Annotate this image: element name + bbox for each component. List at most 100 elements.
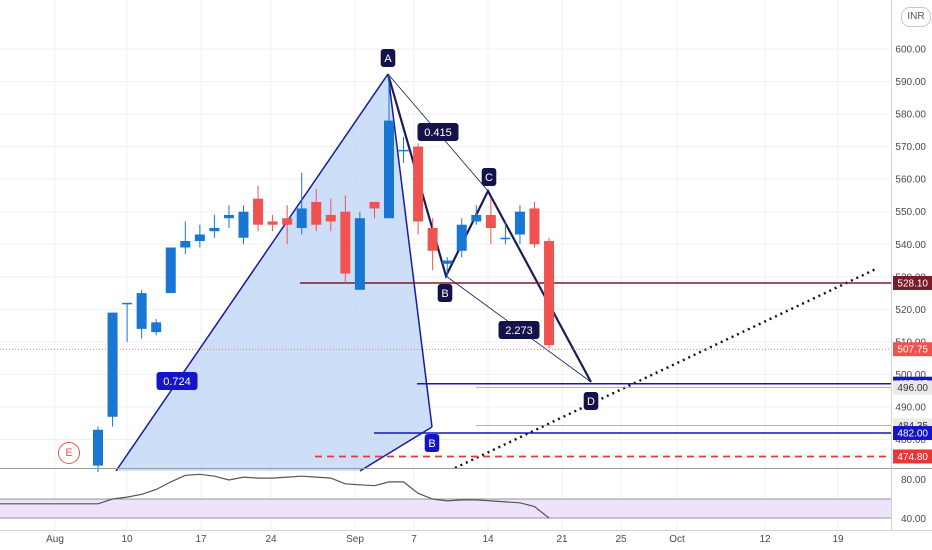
candle-body[interactable]: [267, 221, 278, 225]
point-label-d-bg[interactable]: [583, 392, 599, 410]
ratio-label-bcd: 2.273: [505, 325, 533, 337]
event-marker-label: E: [65, 447, 73, 459]
candle-body[interactable]: [223, 214, 234, 219]
pattern-leg-bx[interactable]: [359, 426, 433, 472]
candle-body[interactable]: [238, 211, 249, 238]
point-label-b-bg[interactable]: [437, 284, 453, 302]
candle-body[interactable]: [107, 312, 118, 417]
y-tick-label: 490.00: [895, 403, 926, 414]
candle-body[interactable]: [529, 208, 540, 245]
point-label-b-left-bg[interactable]: [424, 434, 440, 452]
price-tag-label: 482.00: [897, 429, 928, 440]
candles[interactable]: [93, 74, 555, 473]
currency-badge-label: INR: [907, 11, 925, 22]
x-tick-label: Oct: [669, 534, 685, 545]
point-label-a-bg[interactable]: [380, 49, 396, 67]
candle-body[interactable]: [514, 211, 525, 235]
y-tick-label: 540.00: [895, 240, 926, 251]
harmonic-pattern[interactable]: [115, 73, 879, 472]
dotted-trendline[interactable]: [454, 266, 879, 470]
candle-body[interactable]: [209, 227, 220, 232]
x-tick-label: 12: [759, 534, 771, 545]
x-tick-label: 10: [121, 534, 133, 545]
candle-body[interactable]: [165, 247, 176, 294]
x-tick-label: 17: [195, 534, 207, 545]
price-tag-label: 507.75: [897, 345, 928, 356]
price-tag-label: 474.80: [897, 452, 928, 463]
candle-body[interactable]: [369, 201, 380, 209]
y-tick-label: 550.00: [895, 207, 926, 218]
indicator-tick-40: 40.00: [901, 514, 926, 525]
x-tick-label: Aug: [46, 534, 64, 545]
price-tag-bg[interactable]: [893, 275, 932, 290]
price-tag-label: 528.10: [897, 278, 928, 289]
price-tag-bg[interactable]: [893, 342, 932, 357]
candle-body[interactable]: [354, 218, 365, 290]
ratio-label-xab-bg[interactable]: [156, 372, 198, 390]
pattern-labels[interactable]: A B C D B 0.724 0.415 2.273: [156, 49, 599, 452]
event-marker[interactable]: E: [58, 442, 80, 464]
indicator-line: [0, 473, 550, 519]
ratio-label-xab: 0.724: [163, 376, 191, 388]
candle-body[interactable]: [500, 237, 511, 240]
candle-body[interactable]: [122, 302, 133, 305]
pattern-triangle-base[interactable]: [116, 427, 432, 471]
y-tick-label: 600.00: [895, 44, 926, 55]
candle-body[interactable]: [296, 208, 307, 228]
point-label-b-left: B: [428, 438, 435, 450]
candle-body[interactable]: [194, 234, 205, 241]
candle-body[interactable]: [325, 214, 336, 222]
x-tick-label: 14: [482, 534, 494, 545]
candle-body[interactable]: [456, 224, 467, 251]
candle-body[interactable]: [151, 322, 162, 333]
point-label-d: D: [587, 396, 595, 408]
x-tick-label: 7: [411, 534, 417, 545]
y-tick-label: 560.00: [895, 175, 926, 186]
candle-body[interactable]: [413, 146, 424, 222]
indicator-tick-80: 80.00: [901, 475, 926, 486]
point-label-a: A: [384, 53, 392, 65]
y-tick-label: 580.00: [895, 110, 926, 121]
y-tick-label: 570.00: [895, 142, 926, 153]
ratio-label-abc: 0.415: [424, 127, 452, 139]
price-tag-bg[interactable]: [893, 449, 932, 464]
point-label-b: B: [441, 288, 448, 300]
x-tick-label: 21: [556, 534, 568, 545]
candle-body[interactable]: [136, 293, 147, 329]
candle-body[interactable]: [384, 120, 394, 219]
pattern-leg-xa[interactable]: [115, 73, 389, 472]
y-tick-label: 590.00: [895, 77, 926, 88]
candle-body[interactable]: [180, 240, 191, 248]
price-tag-bg[interactable]: [893, 380, 932, 395]
y-tick-label: 500.00: [895, 370, 926, 381]
candle-body[interactable]: [544, 240, 555, 346]
currency-badge[interactable]: INR: [901, 7, 931, 27]
price-tag-label: 496.00: [897, 383, 928, 394]
point-label-c-bg[interactable]: [481, 168, 497, 186]
candle-body[interactable]: [340, 211, 351, 274]
price-tag-bg[interactable]: [893, 426, 932, 441]
candle-body[interactable]: [282, 218, 293, 225]
candle-body[interactable]: [311, 201, 322, 225]
candle-body[interactable]: [427, 227, 438, 251]
candle-body[interactable]: [442, 260, 453, 264]
y-tick-label: 520.00: [895, 305, 926, 316]
price-lines[interactable]: [0, 282, 891, 458]
x-tick-label: Sep: [346, 534, 364, 545]
candle-body[interactable]: [398, 149, 409, 152]
indicator-pane: 80.00 40.00: [0, 468, 932, 525]
candle-body[interactable]: [253, 198, 264, 225]
candle-body[interactable]: [93, 429, 103, 466]
point-label-c: C: [485, 172, 493, 184]
ratio-label-bcd-bg[interactable]: [498, 321, 540, 339]
candle-body[interactable]: [485, 214, 496, 228]
pattern-triangle-xab[interactable]: [116, 74, 432, 471]
candle-body[interactable]: [471, 214, 482, 222]
pattern-leg-ab[interactable]: [387, 73, 433, 428]
ratio-label-abc-bg[interactable]: [417, 123, 459, 141]
x-tick-label: 25: [615, 534, 627, 545]
x-tick-label: 19: [832, 534, 844, 545]
